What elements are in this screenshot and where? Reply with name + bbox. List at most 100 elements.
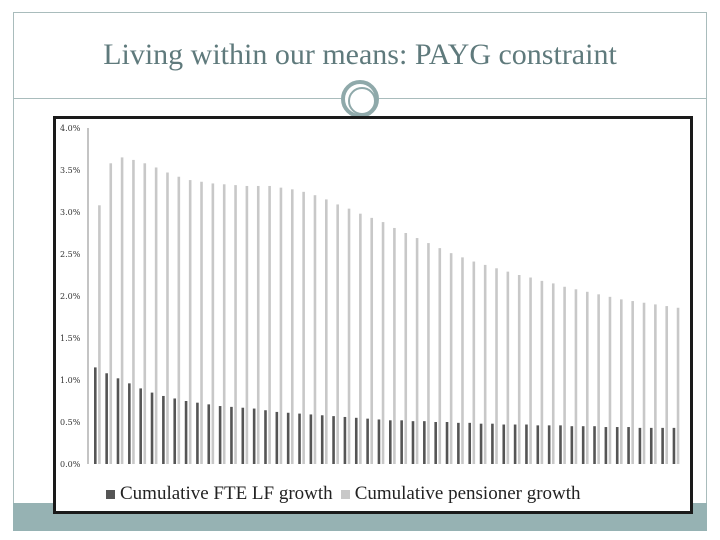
bar-pensioner-growth [313, 195, 317, 464]
bar-fte-lf-growth [479, 423, 483, 464]
bar-fte-lf-growth [434, 422, 437, 464]
bar-pensioner-growth [665, 306, 669, 464]
bar-pensioner-growth [381, 222, 385, 464]
legend-item-fte: Cumulative FTE LF growth [106, 483, 333, 505]
bar-pensioner-growth [279, 187, 283, 464]
bar-fte-lf-growth [230, 406, 233, 464]
bar-fte-lf-growth [547, 425, 551, 464]
chart-legend: Cumulative FTE LF growth Cumulative pens… [106, 483, 589, 505]
bar-pensioner-growth [551, 283, 555, 464]
legend-swatch-fte [106, 489, 115, 499]
y-tick-label: 0.0% [60, 460, 81, 469]
bar-pensioner-growth [109, 163, 113, 464]
bar-pensioner-growth [506, 271, 510, 464]
bar-fte-lf-growth [423, 421, 426, 464]
bar-fte-lf-growth [332, 416, 335, 464]
divider-ring-ornament [341, 80, 379, 118]
legend-item-pensioner: Cumulative pensioner growth [340, 483, 581, 505]
y-tick-label: 1.0% [60, 376, 81, 385]
bar-fte-lf-growth [275, 411, 279, 464]
y-tick-label: 1.5% [60, 334, 81, 343]
bar-fte-lf-growth [196, 402, 199, 464]
bar-fte-lf-growth [366, 418, 369, 464]
bar-pensioner-growth [438, 248, 442, 464]
bar-fte-lf-growth [298, 413, 301, 464]
title-divider-right [379, 98, 707, 99]
bar-fte-lf-growth [241, 407, 245, 464]
legend-swatch-pensioner [340, 489, 350, 499]
bar-pensioner-growth [200, 181, 203, 464]
bar-fte-lf-growth [502, 424, 506, 464]
bar-fte-lf-growth [468, 422, 472, 464]
bar-pensioner-growth [154, 167, 158, 465]
bar-fte-lf-growth [672, 427, 676, 464]
bar-fte-lf-growth [513, 424, 517, 464]
legend-label-pensioner: Cumulative pensioner growth [354, 483, 581, 504]
bar-pensioner-growth [177, 176, 181, 464]
bar-fte-lf-growth [252, 408, 256, 464]
bar-fte-lf-growth [139, 388, 142, 464]
bar-pensioner-growth [393, 227, 396, 464]
y-tick-label: 3.0% [60, 208, 81, 217]
y-tick-label: 0.5% [60, 418, 81, 427]
y-tick-label: 4.0% [60, 124, 81, 133]
bar-fte-lf-growth [162, 395, 165, 464]
bar-pensioner-growth [290, 189, 294, 464]
bar-fte-lf-growth [649, 427, 653, 464]
bar-pensioner-growth [529, 277, 532, 464]
bar-fte-lf-growth [491, 423, 494, 464]
y-tick-label: 2.5% [60, 250, 81, 259]
bar-chart: 0.0% 0.5% 1.0% 1.5% 2.0% 2.5% 3.0% 3.5% 4.0% [60, 124, 680, 469]
y-tick-label: 2.0% [60, 292, 81, 301]
bar-fte-lf-growth [445, 422, 449, 464]
bar-fte-lf-growth [264, 410, 267, 464]
bar-pensioner-growth [211, 183, 215, 464]
bar-pensioner-growth [245, 185, 249, 464]
slide-title: Living within our means: PAYG constraint [103, 38, 617, 71]
bar-fte-lf-growth [400, 420, 403, 464]
bar-pensioner-growth [234, 185, 237, 464]
bar-pensioner-growth [302, 191, 305, 464]
bar-fte-lf-growth [389, 420, 392, 464]
bar-pensioner-growth [336, 204, 339, 464]
bar-fte-lf-growth [207, 404, 211, 464]
bar-pensioner-growth [563, 286, 566, 464]
bar-fte-lf-growth [411, 421, 415, 464]
bar-pensioner-growth [483, 264, 487, 464]
bar-fte-lf-growth [570, 426, 574, 464]
bar-fte-lf-growth [536, 425, 540, 464]
bar-pensioner-growth [256, 185, 260, 464]
bar-fte-lf-growth [218, 406, 222, 464]
bar-fte-lf-growth [309, 414, 313, 464]
title-divider-left [13, 98, 341, 99]
bar-pensioner-growth [517, 275, 521, 464]
bar-pensioner-growth [631, 301, 634, 464]
bar-pensioner-growth [495, 268, 498, 464]
bar-pensioner-growth [268, 185, 271, 464]
bar-fte-lf-growth [604, 427, 608, 464]
bar-fte-lf-growth [661, 427, 664, 464]
bar-fte-lf-growth [593, 426, 596, 464]
bar-fte-lf-growth [638, 427, 642, 464]
bar-fte-lf-growth [525, 424, 528, 464]
bar-fte-lf-growth [105, 373, 108, 464]
bar-fte-lf-growth [150, 392, 154, 464]
bar-fte-lf-growth [94, 367, 97, 464]
bar-pensioner-growth [585, 291, 589, 464]
bar-fte-lf-growth [173, 398, 177, 464]
bar-fte-lf-growth [457, 422, 460, 464]
bar-pensioner-growth [143, 163, 147, 464]
bar-pensioner-growth [642, 302, 646, 464]
bar-fte-lf-growth [286, 412, 290, 464]
bar-pensioner-growth [222, 184, 226, 464]
bar-pensioner-growth [597, 294, 600, 464]
bar-pensioner-growth [98, 205, 101, 464]
bar-fte-lf-growth [128, 383, 131, 464]
y-tick-label: 3.5% [60, 166, 81, 175]
bar-pensioner-growth [540, 280, 544, 464]
bar-pensioner-growth [347, 208, 351, 464]
bar-pensioner-growth [120, 157, 124, 464]
bar-pensioner-growth [574, 289, 578, 464]
bar-pensioner-growth [427, 243, 430, 464]
legend-label-fte: Cumulative FTE LF growth [120, 483, 333, 504]
